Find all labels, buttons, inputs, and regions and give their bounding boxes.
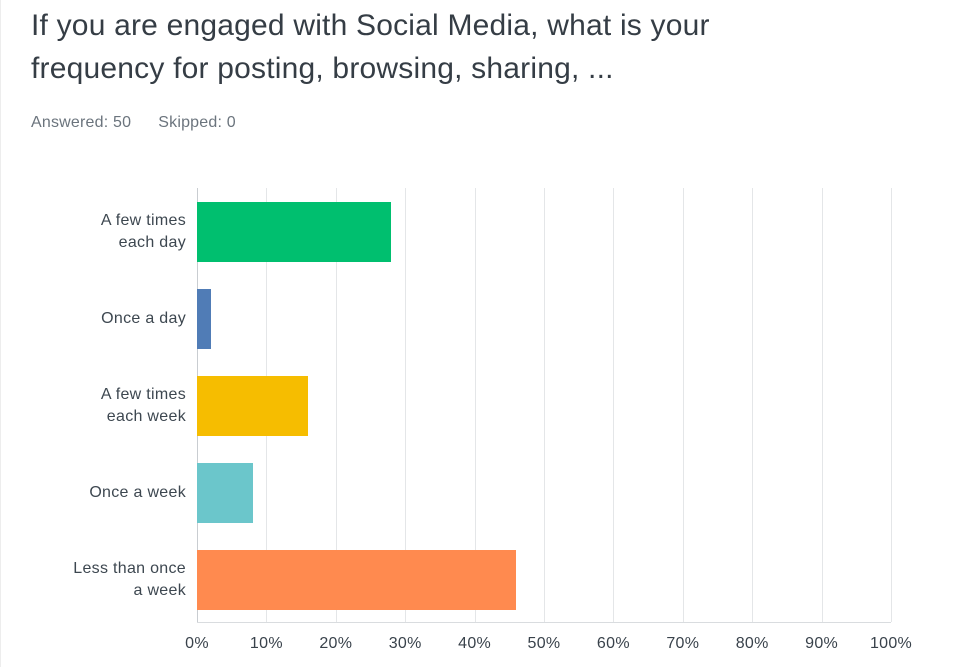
gridline-90 [821, 188, 823, 622]
bar-row-a-few-times-each-week: A few times each week [101, 362, 891, 449]
question-title-line1: If you are engaged with Social Media, wh… [31, 9, 710, 42]
x-tick-label-70: 70% [666, 635, 700, 652]
x-tick-label-90: 90% [805, 635, 839, 652]
bar-a-few-times-each-day [197, 201, 392, 262]
x-tick-label-80: 80% [735, 635, 769, 652]
x-axis: 0% 10% 20% 30% 40% 50% 60% 70% 80% 90% 100% [185, 623, 912, 667]
bar-chart: A few times each day Once a day A few time… [73, 188, 912, 652]
answered-count: Answered: 50 [31, 114, 132, 131]
gridline-20 [335, 188, 337, 622]
x-tick-label-50: 50% [527, 635, 561, 652]
gridline-40 [474, 188, 476, 622]
gridline-80 [752, 188, 754, 622]
category-label-less-than-once-a-week: Less than once a week [73, 559, 186, 599]
category-label-once-a-day: Once a day [101, 309, 186, 327]
bar-row-once-a-day: Once a day [101, 275, 891, 362]
gridline-60 [613, 188, 615, 622]
gridline-30 [405, 188, 407, 622]
bar-a-few-times-each-week [197, 375, 309, 436]
x-tick-label-20: 20% [319, 635, 353, 652]
x-tick-label-10: 10% [249, 635, 283, 652]
skipped-count: Skipped: 0 [158, 114, 236, 131]
response-stats: Answered: 50 Skipped: 0 [31, 114, 236, 132]
bar-row-once-a-week: Once a week [89, 449, 891, 536]
bar-row-a-few-times-each-day: A few times each day [101, 188, 891, 275]
bar-row-less-than-once-a-week: Less than once a week [73, 536, 891, 623]
gridline-70 [682, 188, 684, 622]
bar-once-a-day [197, 288, 211, 349]
question-title: If you are engaged with Social Media, wh… [31, 4, 710, 90]
x-tick-label-60: 60% [596, 635, 630, 652]
bar-less-than-once-a-week [197, 549, 517, 610]
category-label-a-few-times-each-day: A few times each day [100, 211, 186, 251]
gridline-100 [891, 188, 892, 622]
x-tick-label-0: 0% [185, 635, 209, 652]
plot-area: A few times each day Once a day A few time… [73, 188, 892, 623]
x-tick-label-30: 30% [388, 635, 422, 652]
category-label-a-few-times-each-week: A few times each week [100, 385, 186, 425]
x-tick-label-100: 100% [869, 635, 913, 652]
bar-once-a-week [197, 462, 253, 523]
gridline-50 [544, 188, 545, 622]
x-tick-label-40: 40% [458, 635, 492, 652]
question-title-line2: frequency for posting, browsing, sharing… [31, 52, 614, 85]
category-label-once-a-week: Once a week [89, 483, 186, 501]
